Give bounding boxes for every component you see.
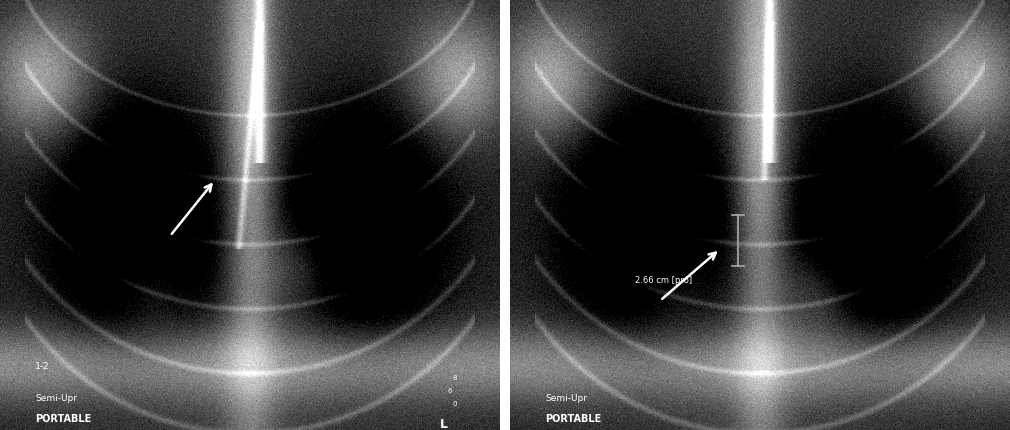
Text: L: L — [440, 417, 448, 430]
Text: 2.66 cm [pro]: 2.66 cm [pro] — [635, 275, 692, 284]
Text: 6: 6 — [447, 387, 451, 393]
Text: 8: 8 — [452, 374, 457, 380]
Text: PORTABLE: PORTABLE — [35, 413, 91, 423]
Text: 0: 0 — [452, 400, 457, 406]
Text: PORTABLE: PORTABLE — [545, 413, 601, 423]
Text: Semi-Upr: Semi-Upr — [545, 393, 587, 402]
Text: Semi-Upr: Semi-Upr — [35, 393, 77, 402]
Text: 1-2: 1-2 — [35, 361, 49, 370]
